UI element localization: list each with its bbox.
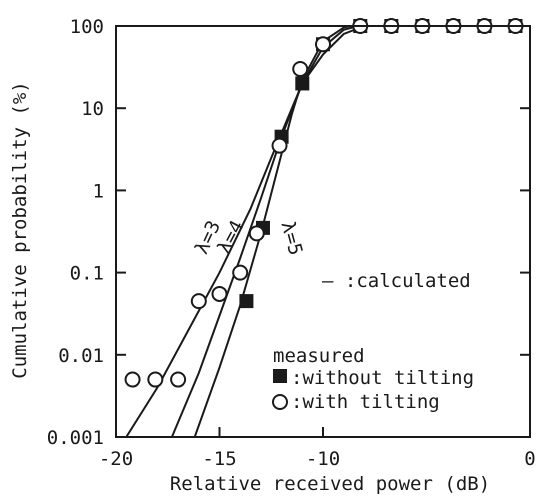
legend-filled-square-marker bbox=[273, 369, 287, 383]
y-tick-label: 0.01 bbox=[58, 345, 104, 367]
curve-label-lambda-5: λ=5 bbox=[276, 219, 306, 258]
x-axis-label: Relative received power (dB) bbox=[170, 473, 490, 495]
marker-with-tilting bbox=[292, 60, 309, 77]
legend-with-tilting: :with tilting bbox=[291, 391, 440, 413]
marker-with-tilting bbox=[315, 36, 331, 53]
legend-without-tilting: :without tilting bbox=[291, 367, 474, 389]
marker-with-tilting bbox=[271, 137, 288, 154]
calculated-annotation: – :calculated bbox=[322, 270, 471, 292]
y-axis-label: Cumulative probability (%) bbox=[9, 81, 31, 378]
y-tick-label: 0.001 bbox=[47, 427, 104, 449]
marker-without-tilting bbox=[295, 76, 310, 91]
legend-open-circle-marker bbox=[272, 394, 288, 410]
x-tick-label: 0 bbox=[524, 448, 535, 470]
marker-without-tilting bbox=[239, 294, 254, 309]
legend-measured-title: measured bbox=[273, 345, 365, 367]
y-tick-label: 1 bbox=[93, 180, 104, 202]
marker-with-tilting bbox=[232, 264, 249, 281]
y-tick-label: 100 bbox=[70, 16, 104, 38]
x-tick-label: -10 bbox=[306, 448, 340, 470]
markers-layer bbox=[124, 18, 524, 388]
y-tick-label: 0.1 bbox=[70, 263, 104, 285]
x-tick-label: -20 bbox=[99, 448, 133, 470]
marker-with-tilting bbox=[170, 371, 187, 388]
marker-with-tilting bbox=[124, 371, 141, 388]
y-tick-label: 10 bbox=[81, 98, 104, 120]
marker-with-tilting bbox=[147, 371, 164, 388]
ticks-layer: -20 -15 -10 0 100 10 1 0.1 0.01 0.001 bbox=[47, 16, 536, 470]
x-tick-label: -15 bbox=[202, 448, 236, 470]
marker-with-tilting bbox=[211, 285, 228, 302]
labels-layer: λ=3λ=4 λ=5 bbox=[191, 217, 307, 258]
marker-with-tilting bbox=[190, 293, 207, 310]
marker-with-tilting bbox=[248, 225, 265, 242]
